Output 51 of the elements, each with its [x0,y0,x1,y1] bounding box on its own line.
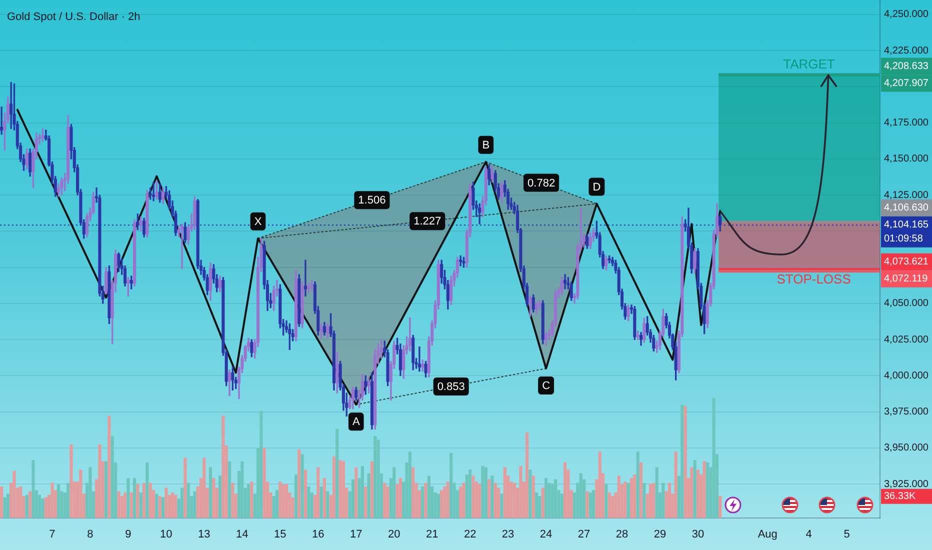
y-tick-label: 4,050.000 [884,298,929,310]
y-tick-label: 3,950.000 [884,442,929,454]
y-tick-label: 4,125.000 [884,190,929,201]
x-tick-label: 20 [388,528,400,541]
x-tick-label: 23 [502,528,514,541]
x-tick-label: 5 [844,528,850,541]
y-tick-label: 4,225.000 [884,45,929,56]
x-tick-label: 24 [540,528,552,541]
x-tick-label: 27 [578,528,590,541]
data-label: D [592,181,601,194]
ref-line-label: 4,072.119 [884,274,928,285]
x-tick-label: 17 [350,528,362,541]
annotation: 0.853 [437,381,465,394]
text: Gold Spot / U.S. Dollar · 2h [7,10,140,25]
text: 36.33K [884,491,916,502]
x-tick-label: 29 [654,528,666,541]
x-tick-label: 9 [125,528,132,541]
x-tick-label: 21 [426,528,438,541]
y-tick-label: 4,175.000 [884,118,929,129]
y-tick-label: 4,250.000 [884,9,929,20]
data-label: B [482,139,490,152]
x-tick-label: 16 [312,528,324,541]
y-tick-label: 3,975.000 [884,406,929,418]
data-label: X [254,216,262,228]
x-tick-label: 13 [198,528,210,541]
x-tick-label: 30 [692,528,704,541]
y-tick-label: 4,025.000 [884,334,929,346]
y-tick-label: 3,925.000 [884,478,929,490]
x-tick-label: 28 [616,528,628,541]
band-label: TARGET [783,56,835,72]
x-tick-label: Aug [758,528,778,541]
ref-line-label: 4,208.633 [884,60,929,72]
y-tick-label: 4,000.000 [884,370,929,382]
x-tick-label: 7 [49,528,56,541]
x-tick-label: 10 [160,528,172,541]
x-tick-label: 15 [274,528,286,541]
data-label: A [352,416,360,428]
annotation: 1.506 [358,194,386,207]
ref-line-label: 4,104.165 01:09:58 [884,220,929,245]
x-tick-label: 8 [87,528,94,541]
x-tick-label: 22 [464,528,476,541]
ref-line-label: 4,207.907 [884,78,929,89]
annotation: 0.782 [528,177,556,190]
x-tick-label: 4 [806,528,812,541]
y-tick-label: 4,150.000 [884,154,929,165]
band-label: STOP-LOSS [776,271,852,286]
ref-line-label: 4,073.621 [884,256,929,268]
ref-line-label: 4,106.630 [884,202,929,214]
x-tick-label: 14 [236,528,248,541]
annotation: 1.227 [414,216,442,228]
data-label: C [542,380,550,392]
